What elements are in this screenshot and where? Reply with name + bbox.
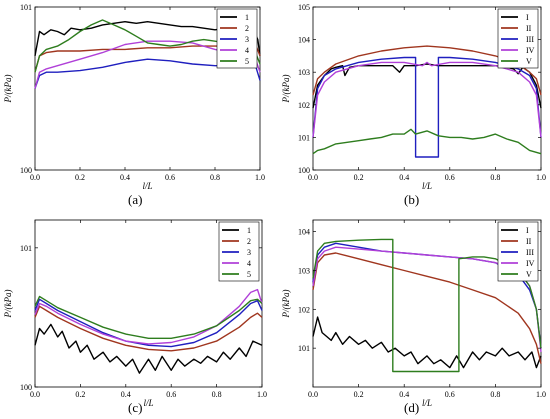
legend-label-II: II	[526, 24, 532, 33]
x-tick-label: 0.2	[354, 173, 364, 182]
x-tick-label: 1.0	[536, 173, 546, 182]
chart-panel-a: 0.0 0.2 0.4 0.6 0.8 1.0 100 101 l/L P/(kPa) 1 2 3 4 5	[3, 3, 265, 191]
y-axis-label: P/(kPa)	[281, 290, 291, 319]
y-tick-label: 100	[298, 166, 310, 175]
legend-label-I: I	[526, 13, 529, 22]
x-tick-label: 0.0	[308, 173, 318, 182]
y-axis-label: P/(kPa)	[3, 290, 13, 319]
legend-label-V: V	[526, 57, 532, 66]
legend-label-1: 1	[245, 13, 249, 22]
legend-label-IV: IV	[526, 46, 535, 55]
x-axis-label: l/L	[143, 398, 153, 408]
x-tick-label: 0.0	[30, 173, 40, 182]
chart-panel-b: 0.0 0.2 0.4 0.6 0.8 1.0 100 101 102 103 104 105 l/L P…	[281, 3, 546, 191]
x-tick-label: 0.4	[399, 173, 409, 182]
legend-label-5: 5	[245, 57, 249, 66]
y-tick-label: 102	[298, 101, 310, 110]
legend-label-5: 5	[247, 270, 251, 279]
plot-frame	[312, 219, 542, 388]
y-tick-label: 101	[20, 244, 32, 253]
x-tick-label: 0.8	[212, 390, 222, 399]
legend-label-III: III	[526, 35, 534, 44]
x-tick-label: 1.0	[255, 173, 265, 182]
plot-frame	[312, 6, 542, 171]
panel-label-b: (b)	[404, 192, 420, 207]
x-axis-label: l/L	[422, 181, 432, 191]
series-line-2	[34, 305, 263, 352]
x-tick-label: 0.4	[399, 390, 409, 399]
x-tick-label: 0.6	[445, 390, 455, 399]
legend-label-3: 3	[245, 35, 249, 44]
legend-label-4: 4	[245, 46, 249, 55]
x-axis-label: l/L	[422, 398, 432, 408]
series-line-1	[34, 323, 263, 374]
legend-label-2: 2	[245, 24, 249, 33]
x-tick-label: 0.4	[120, 173, 130, 182]
legend-label-I: I	[526, 226, 529, 235]
x-tick-label: 0.2	[75, 173, 85, 182]
x-tick-label: 0.2	[75, 390, 85, 399]
legend-label-4: 4	[247, 259, 251, 268]
legend-label-V: V	[526, 270, 532, 279]
y-tick-label: 104	[298, 228, 310, 237]
series-line-I	[312, 316, 542, 369]
x-axis-label: l/L	[142, 181, 152, 191]
series-line-II	[312, 45, 542, 96]
y-tick-label: 101	[20, 3, 32, 12]
legend-label-3: 3	[247, 248, 251, 257]
chart-panel-d: 0.0 0.2 0.4 0.6 0.8 1.0 101 102 103 104 l/L P/(kPa)…	[281, 219, 546, 408]
series-line-II	[312, 252, 542, 364]
y-tick-label: 104	[298, 36, 310, 45]
y-tick-label: 101	[298, 344, 310, 353]
series-line-V	[312, 128, 542, 155]
series-line-5	[34, 295, 263, 340]
panel-label-a: (a)	[128, 192, 143, 207]
x-tick-label: 0.8	[490, 390, 500, 399]
y-axis-label: P/(kPa)	[3, 75, 13, 104]
x-tick-label: 0.6	[165, 173, 175, 182]
series-line-I	[312, 63, 542, 109]
y-tick-label: 103	[298, 266, 310, 275]
series-line-4	[34, 288, 263, 345]
legend-label-IV: IV	[526, 259, 535, 268]
x-tick-label: 0.2	[354, 390, 364, 399]
legend-label-II: II	[526, 237, 532, 246]
x-tick-label: 0.6	[166, 390, 176, 399]
x-tick-label: 0.8	[210, 173, 220, 182]
y-axis-label: P/(kPa)	[281, 75, 291, 104]
x-tick-label: 0.0	[308, 390, 318, 399]
x-tick-label: 0.6	[445, 173, 455, 182]
legend-label-III: III	[526, 248, 534, 257]
series-line-IV	[312, 61, 542, 138]
y-tick-label: 105	[298, 3, 310, 12]
y-tick-label: 103	[298, 68, 310, 77]
chart-panel-c: 0.0 0.2 0.4 0.6 0.8 1.0 100 101 l/L P/(kPa) 1 2 3 4 5	[3, 219, 267, 408]
x-tick-label: 0.8	[490, 173, 500, 182]
series-line-III	[312, 56, 542, 158]
x-tick-label: 1.0	[257, 390, 267, 399]
x-tick-label: 0.4	[121, 390, 131, 399]
y-tick-label: 100	[20, 166, 32, 175]
y-tick-label: 100	[20, 383, 32, 392]
legend-label-1: 1	[247, 226, 251, 235]
y-tick-label: 101	[298, 133, 310, 142]
series-line-3	[34, 298, 263, 348]
panel-label-d: (d)	[404, 400, 420, 415]
legend-label-2: 2	[247, 237, 251, 246]
x-tick-label: 0.0	[30, 390, 40, 399]
panel-label-c: (c)	[128, 400, 143, 415]
y-tick-label: 102	[298, 305, 310, 314]
x-tick-label: 1.0	[536, 390, 546, 399]
